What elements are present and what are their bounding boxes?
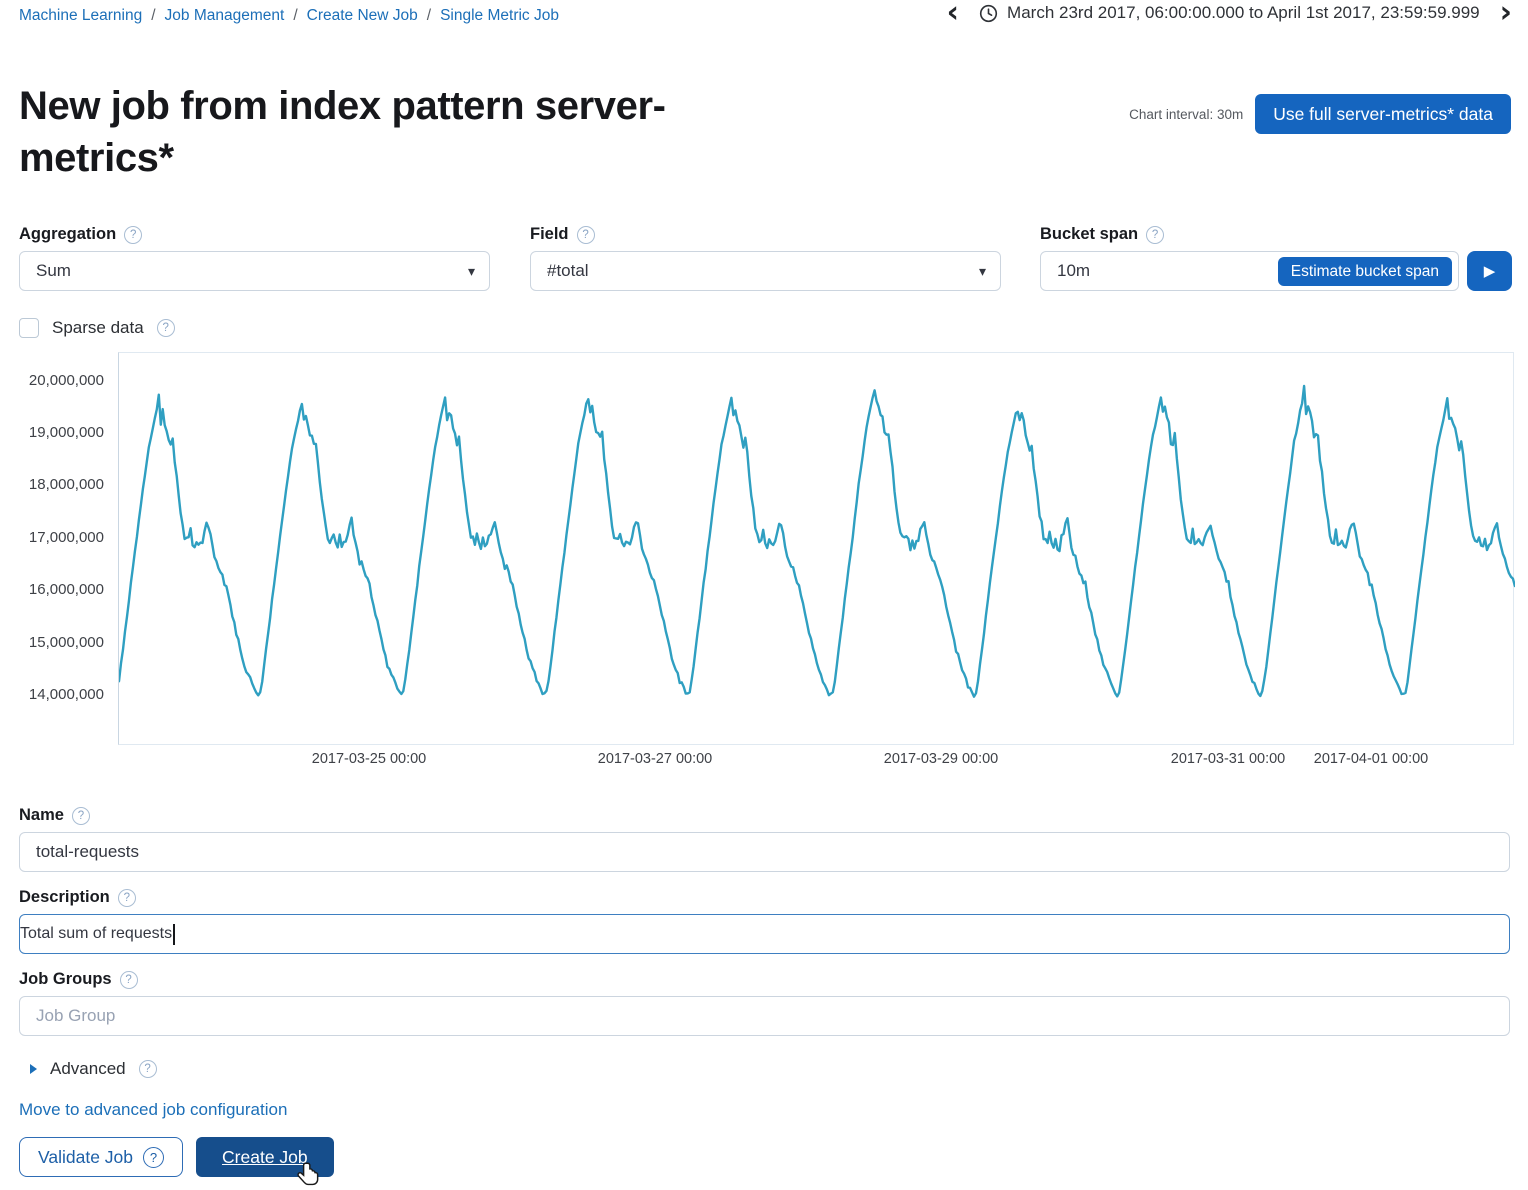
breadcrumb-separator: / [293,7,297,25]
advanced-toggle[interactable]: Advanced ? [30,1059,157,1079]
move-to-advanced-link[interactable]: Move to advanced job configuration [19,1100,287,1120]
help-icon[interactable]: ? [120,971,138,989]
breadcrumb-separator: / [427,7,431,25]
job-description-input[interactable]: Total sum of requests [19,914,1510,954]
breadcrumb: Machine Learning / Job Management / Crea… [19,7,559,25]
metric-preview-chart [118,352,1514,745]
x-axis-tick: 2017-03-25 00:00 [279,751,459,767]
bucket-span-input[interactable]: 10m Estimate bucket span [1040,251,1459,291]
field-value: #total [531,261,589,281]
breadcrumb-single-metric-job[interactable]: Single Metric Job [440,7,559,25]
use-full-data-button[interactable]: Use full server-metrics* data [1255,94,1511,134]
field-group: Field ? #total ▾ [530,225,1001,291]
chevron-left-icon[interactable]: ‹ [947,3,959,23]
play-icon: ▶ [1484,262,1496,280]
aggregation-select[interactable]: Sum ▾ [19,251,490,291]
time-series-line [119,353,1515,746]
sparse-data-checkbox[interactable] [19,318,39,338]
x-axis-tick: 2017-03-27 00:00 [565,751,745,767]
y-axis-tick: 16,000,000 [8,579,104,601]
y-axis-tick: 20,000,000 [8,370,104,392]
name-group: Name ? [19,806,1510,872]
breadcrumb-job-management[interactable]: Job Management [165,7,285,25]
help-icon[interactable]: ? [157,319,175,337]
y-axis-tick: 15,000,000 [8,632,104,654]
create-single-metric-job-page: Machine Learning / Job Management / Crea… [0,0,1528,1190]
bucket-span-label: Bucket span [1040,225,1138,244]
breadcrumb-create-new-job[interactable]: Create New Job [307,7,418,25]
job-groups-group: Job Groups ? [19,970,1510,1036]
field-select[interactable]: #total ▾ [530,251,1001,291]
action-buttons: Validate Job ? Create Job [19,1137,334,1177]
help-icon[interactable]: ? [1146,226,1164,244]
validate-job-button[interactable]: Validate Job ? [19,1137,183,1177]
caret-down-icon: ▾ [468,263,475,280]
play-button[interactable]: ▶ [1467,251,1512,291]
pointer-cursor-icon [296,1162,321,1189]
y-axis-tick: 17,000,000 [8,527,104,549]
question-circle-icon: ? [143,1147,164,1168]
validate-job-label: Validate Job [38,1147,133,1168]
description-value: Total sum of requests [20,925,172,943]
estimate-bucket-span-button[interactable]: Estimate bucket span [1278,257,1452,286]
aggregation-value: Sum [20,261,71,281]
help-icon[interactable]: ? [577,226,595,244]
bucket-span-value: 10m [1041,261,1090,281]
job-groups-input[interactable] [19,996,1510,1036]
y-axis-tick: 14,000,000 [8,684,104,706]
page-title: New job from index pattern server-metric… [19,80,729,184]
sparse-data-row: Sparse data ? [19,318,175,338]
chevron-right-small-icon [30,1064,37,1074]
sparse-data-label: Sparse data [52,318,144,338]
help-icon[interactable]: ? [72,807,90,825]
x-axis-tick: 2017-03-29 00:00 [851,751,1031,767]
description-group: Description ? Total sum of requests [19,888,1510,954]
breadcrumb-machine-learning[interactable]: Machine Learning [19,7,142,25]
header-actions: Chart interval: 30m Use full server-metr… [1129,94,1511,134]
advanced-label: Advanced [50,1059,126,1079]
help-icon[interactable]: ? [118,889,136,907]
time-range-picker: ‹ March 23rd 2017, 06:00:00.000 to April… [947,3,1512,23]
breadcrumb-separator: / [151,7,155,25]
clock-icon [979,4,998,23]
x-axis-tick: 2017-04-01 00:00 [1281,751,1461,767]
job-groups-label: Job Groups [19,970,112,989]
bucket-span-group: Bucket span ? 10m Estimate bucket span ▶ [1040,225,1512,291]
chart-interval-label: Chart interval: 30m [1129,107,1243,122]
aggregation-group: Aggregation ? Sum ▾ [19,225,490,291]
time-range-button[interactable]: March 23rd 2017, 06:00:00.000 to April 1… [979,3,1480,23]
job-name-input[interactable] [19,832,1510,872]
aggregation-label: Aggregation [19,225,116,244]
field-label: Field [530,225,569,244]
chevron-right-icon[interactable]: › [1500,3,1512,23]
text-cursor [173,924,175,945]
description-label: Description [19,888,110,907]
time-range-label: March 23rd 2017, 06:00:00.000 to April 1… [1007,3,1480,23]
help-icon[interactable]: ? [124,226,142,244]
y-axis-tick: 18,000,000 [8,474,104,496]
caret-down-icon: ▾ [979,263,986,280]
name-label: Name [19,806,64,825]
y-axis-tick: 19,000,000 [8,422,104,444]
help-icon[interactable]: ? [139,1060,157,1078]
